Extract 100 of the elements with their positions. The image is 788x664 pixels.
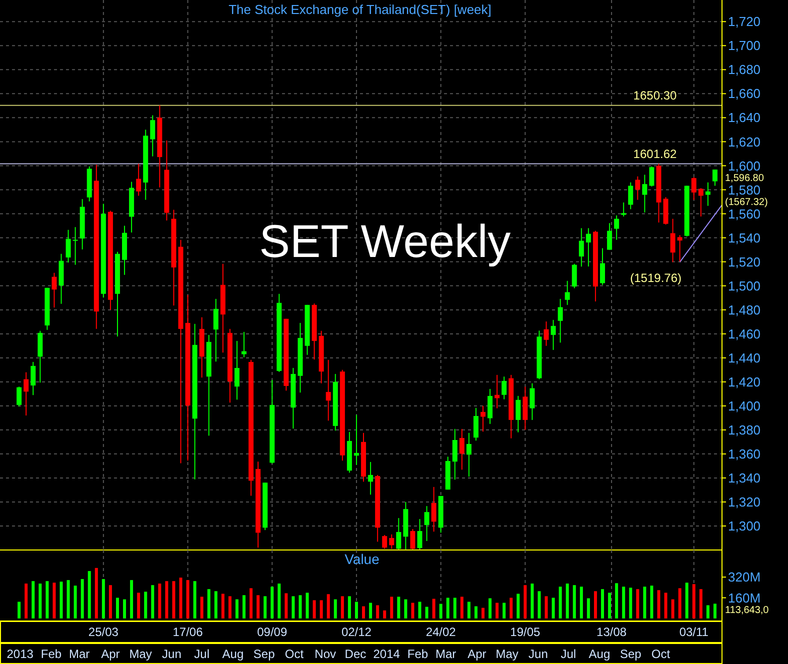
bar xyxy=(516,594,520,618)
y-tick-label: 1,460 xyxy=(728,326,761,342)
x-tick-label: 19/05 xyxy=(510,625,541,639)
x2-tick-label: May xyxy=(129,647,152,661)
y-tick-label: 1,700 xyxy=(728,38,761,54)
candlestick xyxy=(72,226,78,266)
bar xyxy=(130,580,134,618)
bar xyxy=(664,592,668,618)
x2-tick-label: Jul xyxy=(560,647,576,661)
x2-tick-label: Sep xyxy=(253,647,276,661)
x2-tick-label: Aug xyxy=(588,647,610,661)
bar xyxy=(685,582,688,618)
bar xyxy=(496,602,499,618)
bar xyxy=(411,602,414,618)
candlestick xyxy=(564,280,570,306)
candlestick xyxy=(712,169,718,186)
bar xyxy=(52,582,56,618)
y-tick-label: 320M xyxy=(728,570,761,585)
candlestick xyxy=(705,182,710,206)
bar xyxy=(94,568,98,618)
bar xyxy=(376,605,380,618)
bar xyxy=(334,599,337,618)
bar xyxy=(235,599,238,618)
bar xyxy=(242,595,246,618)
x2-tick-label: 2013 xyxy=(6,647,34,661)
bar xyxy=(524,585,527,618)
bar xyxy=(284,593,288,618)
bar xyxy=(488,598,492,618)
bar xyxy=(278,584,281,618)
bar xyxy=(186,580,190,618)
bar xyxy=(580,586,583,618)
bar xyxy=(270,586,274,618)
bar xyxy=(158,584,162,618)
y-tick-label: 1,680 xyxy=(728,62,761,78)
bar xyxy=(250,588,253,618)
y-tick-label: 1,540 xyxy=(728,230,761,246)
candlestick xyxy=(677,234,682,262)
bar xyxy=(418,602,422,618)
bar xyxy=(362,606,366,618)
bar xyxy=(298,595,302,618)
bar xyxy=(530,584,534,618)
candlestick xyxy=(494,374,500,409)
y-tick-label: 1,380 xyxy=(728,422,761,438)
candlestick xyxy=(424,506,430,542)
bar xyxy=(123,599,126,618)
candlestick xyxy=(431,486,436,532)
x-tick-label: 24/02 xyxy=(426,625,456,639)
candlestick xyxy=(607,222,612,250)
bar xyxy=(172,581,176,618)
bar xyxy=(354,602,358,618)
candlestick xyxy=(578,228,584,268)
candlestick xyxy=(586,228,591,267)
y-tick-label: 1,720 xyxy=(728,14,761,30)
bar xyxy=(312,600,316,618)
chart-title: Value xyxy=(344,551,380,567)
x-tick-label: 03/11 xyxy=(679,625,709,639)
candlestick xyxy=(621,202,626,218)
bar xyxy=(404,599,408,618)
bar xyxy=(102,579,105,618)
candlestick xyxy=(488,388,493,424)
bar xyxy=(586,598,590,618)
candlestick xyxy=(691,176,696,200)
candlestick xyxy=(502,376,507,400)
bar xyxy=(348,596,351,618)
x2-tick-label: Aug xyxy=(222,647,244,661)
x2-tick-label: Jul xyxy=(194,647,210,661)
ref-line-label: 1650.30 xyxy=(633,88,678,102)
x-tick-label: 09/09 xyxy=(257,625,288,639)
bar xyxy=(601,589,604,618)
y-tick-label: 1,320 xyxy=(728,494,761,510)
y-tick-label: 160M xyxy=(728,590,761,606)
bar xyxy=(32,581,35,618)
bar xyxy=(657,590,660,618)
ref-line-label: 1601.62 xyxy=(633,146,678,161)
candlestick xyxy=(396,518,402,550)
candlestick xyxy=(459,428,464,470)
candlestick xyxy=(670,218,676,263)
x2-tick-label: Mar xyxy=(436,647,456,661)
bar xyxy=(678,588,682,618)
candlestick xyxy=(38,330,43,384)
bar xyxy=(256,595,260,618)
x2-tick-label: Oct xyxy=(651,647,671,661)
x2-tick-label: Apr xyxy=(101,647,120,661)
bar xyxy=(474,606,478,618)
bar xyxy=(38,584,42,618)
bar xyxy=(193,581,196,618)
x2-tick-label: Nov xyxy=(314,647,336,661)
candlestick xyxy=(544,320,549,346)
candlestick xyxy=(452,428,458,480)
candlestick xyxy=(600,248,606,286)
y-tick-label: 1,360 xyxy=(728,446,761,462)
candlestick xyxy=(368,461,374,496)
bar xyxy=(144,592,148,618)
y-tick-label: 1,600 xyxy=(728,158,761,174)
x2-tick-label: Sep xyxy=(620,647,642,661)
bar xyxy=(460,596,464,618)
bar xyxy=(264,596,267,618)
bar xyxy=(622,586,626,618)
x2-tick-label: Jun xyxy=(528,647,548,661)
candlestick xyxy=(480,405,486,432)
